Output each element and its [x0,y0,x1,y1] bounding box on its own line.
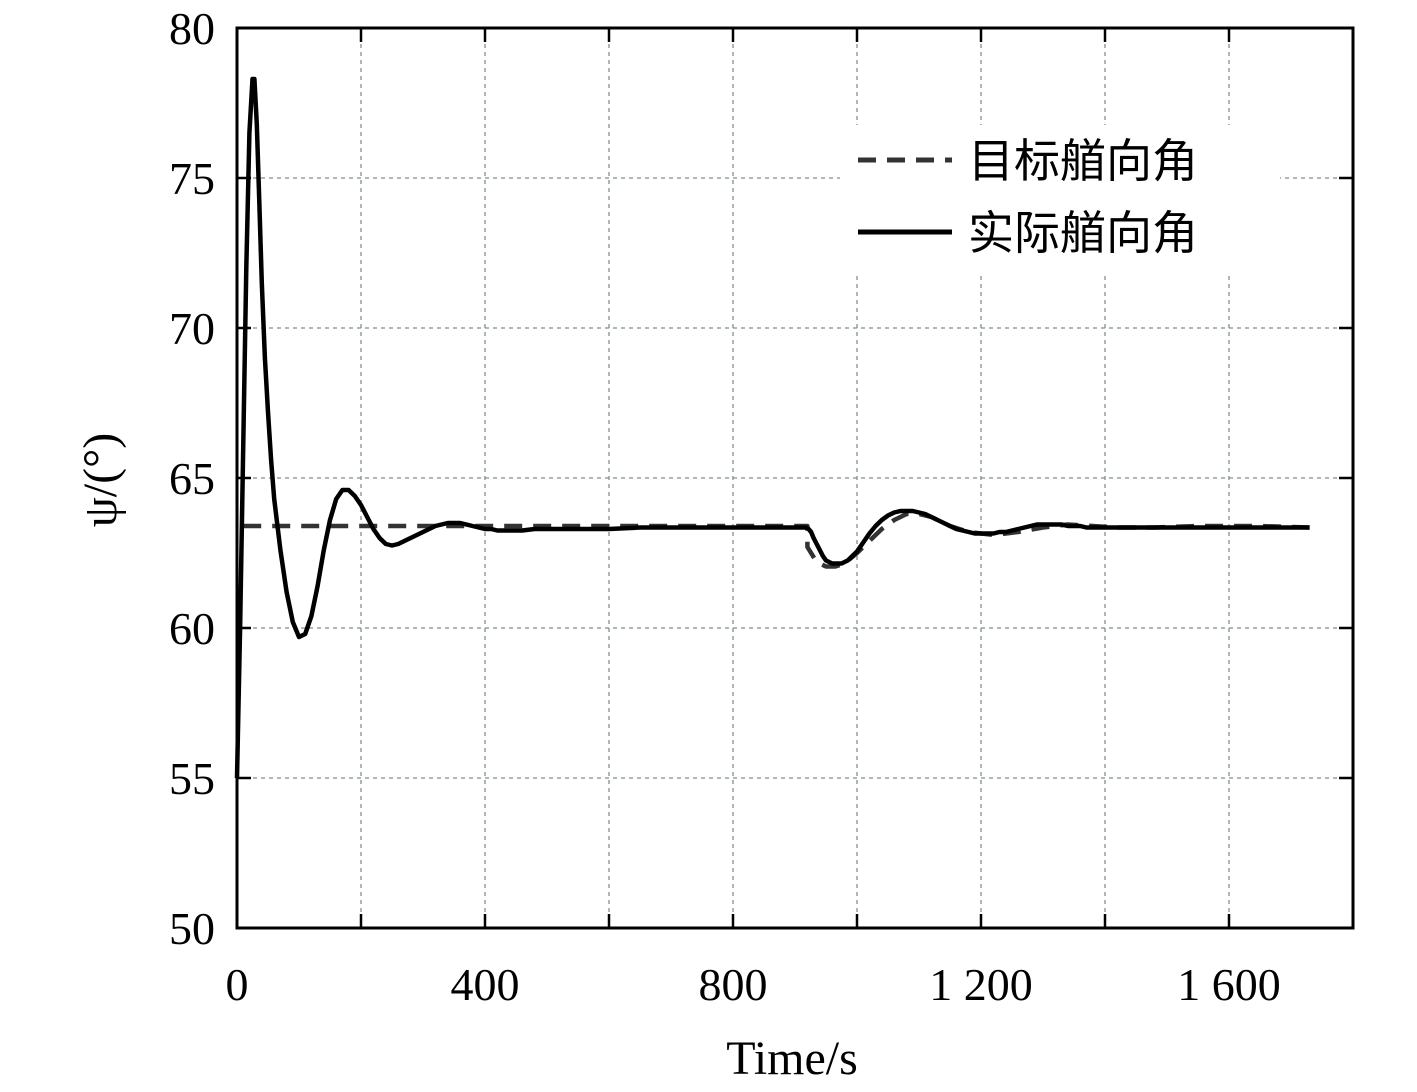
y-tick-label: 60 [169,603,215,654]
legend-label-actual: 实际艏向角 [968,206,1198,260]
y-tick-label: 75 [169,153,215,204]
plot-frame [235,26,1355,930]
y-tick-label: 70 [169,303,215,354]
y-tick-label: 65 [169,453,215,504]
x-tick-label: 1 600 [1177,959,1281,1010]
y-tick-label: 55 [169,753,215,804]
y-axis-label: ψ/(°) [74,433,127,528]
series-layer [234,76,1310,779]
x-tick-label: 800 [699,959,768,1010]
x-tick-label: 1 200 [929,959,1033,1010]
x-axis-label: Time/s [726,1032,858,1085]
legend-background [840,125,1280,275]
grid [237,28,1353,928]
x-tick-label: 400 [451,959,520,1010]
legend-label-target: 目标艏向角 [968,134,1198,188]
axis-ticks [237,28,1353,928]
legend: 目标艏向角 实际艏向角 [840,125,1280,275]
x-tick-label: 0 [226,959,249,1010]
y-tick-label: 50 [169,903,215,954]
y-tick-label: 80 [169,3,215,54]
tick-labels: 0 400 800 1 200 1 600 50 55 60 65 70 75 80 [169,3,1281,1010]
series-line-actual [234,76,1310,779]
